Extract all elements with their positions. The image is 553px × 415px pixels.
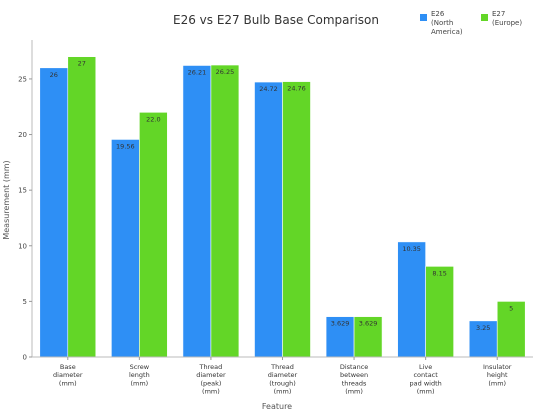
- x-tick-label: Distance between threads (mm): [340, 363, 368, 396]
- bar-e27: [139, 111, 168, 358]
- bar-e26: [39, 67, 69, 358]
- bar-e26: [182, 65, 212, 358]
- x-tick-label: Screw length (mm): [129, 363, 150, 387]
- bar-value-label: 26: [50, 71, 58, 79]
- y-axis-title: Measurement (mm): [2, 160, 11, 239]
- x-tick-label: Thread diameter (trough) (mm): [268, 363, 298, 396]
- bar-value-label: 19.56: [116, 142, 135, 150]
- bar-value-label: 3.25: [476, 324, 490, 332]
- bar-e27: [353, 316, 383, 358]
- legend-item-e27: E27 (Europe): [481, 10, 530, 37]
- x-tick-label: Base diameter (mm): [53, 363, 83, 387]
- legend-swatch-e27: [481, 14, 488, 21]
- bar-e26: [325, 316, 355, 358]
- bar-e27: [210, 64, 240, 358]
- bar-value-label: 26.21: [188, 68, 207, 76]
- bar-e27: [425, 266, 454, 358]
- bar-value-label: 3.629: [331, 320, 350, 328]
- chart-title: E26 vs E27 Bulb Base Comparison: [173, 13, 379, 27]
- bar-value-label: 5: [509, 304, 513, 312]
- y-axis: 0 5 10 15 20 25: [18, 40, 33, 362]
- legend: E26 (North America) E27 (Europe): [420, 10, 530, 37]
- y-tick-label: 15: [18, 187, 27, 195]
- y-tick-label: 25: [18, 75, 27, 83]
- legend-swatch-e26: [420, 14, 427, 21]
- bar-e26: [254, 81, 283, 358]
- bar-value-label: 8.15: [432, 269, 446, 277]
- bar-e26: [111, 139, 140, 358]
- bar-value-label: 24.72: [259, 85, 278, 93]
- legend-label-e27: E27 (Europe): [492, 10, 523, 27]
- bar-labels-group: 26 27 19.56 22.0 26.21 26.25 24.72 24.76 3.629 3.…: [50, 60, 514, 332]
- x-axis-title: Feature: [262, 402, 292, 411]
- bar-value-label: 3.629: [359, 320, 378, 328]
- bar-e26: [397, 241, 426, 358]
- y-tick-label: 10: [18, 242, 27, 250]
- x-tick-label: Insulator height (mm): [483, 363, 512, 387]
- bars-group: [39, 56, 526, 358]
- bar-value-label: 24.76: [287, 85, 306, 93]
- bar-e26: [468, 320, 498, 358]
- bar-e27: [496, 301, 526, 358]
- legend-label-e26: E26 (North America): [431, 10, 463, 36]
- x-tick-label: Live contact pad width (mm): [410, 363, 442, 396]
- bar-value-label: 27: [78, 60, 86, 68]
- legend-item-e26: E26 (North America): [420, 10, 469, 37]
- y-tick-label: 20: [18, 131, 27, 139]
- y-tick-label: 5: [23, 298, 27, 306]
- bar-e27: [282, 81, 311, 358]
- bar-value-label: 26.25: [216, 68, 235, 76]
- bar-value-label: 10.35: [402, 245, 421, 253]
- bar-value-label: 22.0: [146, 115, 160, 123]
- y-tick-label: 0: [23, 354, 27, 362]
- bar-e27: [67, 56, 97, 358]
- x-axis: Base diameter (mm) Screw length (mm) Thread dia…: [32, 356, 533, 396]
- x-tick-label: Thread diameter (peak) (mm): [196, 363, 226, 396]
